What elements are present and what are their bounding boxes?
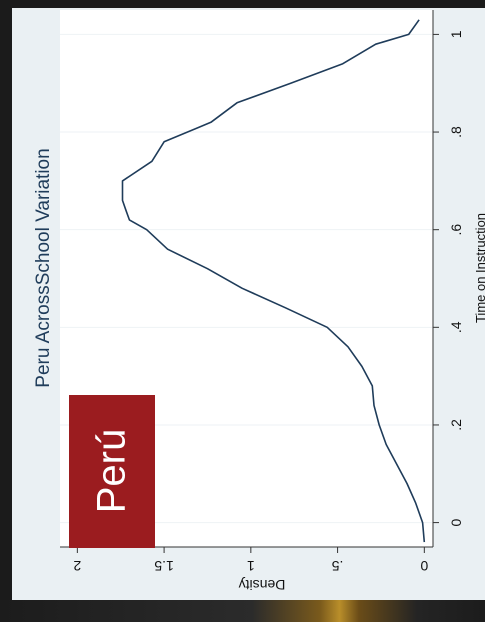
y-axis-label: Density	[239, 577, 286, 593]
x-tick-label: .6	[448, 224, 464, 236]
chart-title: Peru AcrossSchool Variation	[33, 148, 54, 387]
y-tick-label: 2	[73, 558, 81, 574]
density-line	[121, 19, 426, 543]
series-layer	[121, 19, 426, 543]
x-tick-label: .8	[448, 126, 464, 138]
x-tick-label: 1	[448, 30, 464, 38]
bottom-bar	[0, 600, 485, 622]
y-tick-label: .5	[332, 558, 344, 574]
y-tick-label: 1	[247, 558, 255, 574]
y-tick-label: 0	[420, 558, 428, 574]
y-tick-label: 1.5	[154, 558, 174, 574]
country-badge	[69, 395, 155, 548]
x-tick-label: .2	[448, 419, 464, 431]
x-axis-label: Time on Instruction	[473, 213, 485, 323]
tick-labels: 0 .2 .4 .6 .8 1 0 .5 1 1.5 2	[73, 30, 464, 574]
country-badge-label: Perú	[89, 428, 134, 514]
x-tick-label: .4	[448, 321, 464, 333]
x-tick-label: 0	[448, 518, 464, 526]
